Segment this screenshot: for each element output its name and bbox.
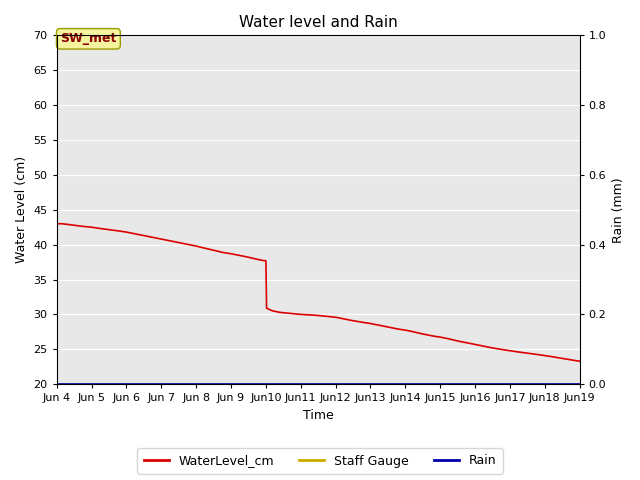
Y-axis label: Rain (mm): Rain (mm) bbox=[612, 177, 625, 242]
Text: SW_met: SW_met bbox=[60, 32, 116, 45]
Title: Water level and Rain: Water level and Rain bbox=[239, 15, 397, 30]
Legend: WaterLevel_cm, Staff Gauge, Rain: WaterLevel_cm, Staff Gauge, Rain bbox=[137, 448, 503, 474]
X-axis label: Time: Time bbox=[303, 409, 333, 422]
Y-axis label: Water Level (cm): Water Level (cm) bbox=[15, 156, 28, 264]
